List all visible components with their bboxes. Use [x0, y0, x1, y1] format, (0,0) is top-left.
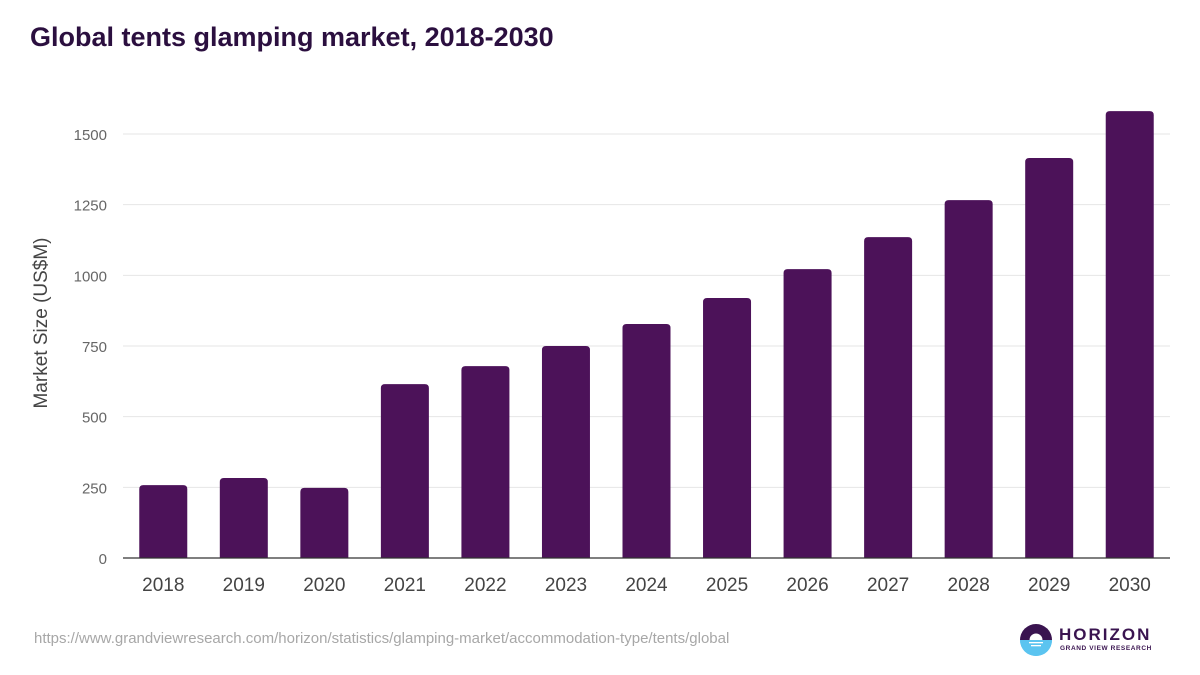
x-tick-label: 2021	[384, 575, 426, 596]
x-tick-label: 2022	[464, 575, 506, 596]
bar-2025[interactable]	[703, 297, 752, 558]
y-tick-label: 0	[99, 551, 107, 568]
x-tick-label: 2020	[303, 575, 345, 596]
chart-title: Global tents glamping market, 2018-2030	[30, 22, 554, 52]
x-tick-label: 2030	[1109, 575, 1151, 596]
horizon-logo: HORIZON GRAND VIEW RESEARCH	[1019, 622, 1159, 658]
bars	[139, 111, 1154, 559]
bar-2029[interactable]	[1025, 158, 1074, 558]
source-url[interactable]: https://www.grandviewresearch.com/horizo…	[34, 630, 730, 647]
logo-subtitle: GRAND VIEW RESEARCH	[1060, 645, 1152, 652]
bar-2023[interactable]	[541, 346, 590, 558]
x-tick-label: 2025	[706, 575, 748, 596]
y-axis-ticks: 0 250 500 750 1000 1250 1500	[74, 127, 107, 568]
logo-name: HORIZON	[1059, 625, 1152, 644]
x-tick-label: 2024	[625, 575, 668, 596]
x-tick-label: 2026	[786, 575, 828, 596]
x-tick-label: 2018	[142, 575, 184, 596]
bar-2030[interactable]	[1105, 111, 1154, 558]
y-tick-label: 250	[82, 480, 107, 497]
x-tick-label: 2029	[1028, 575, 1070, 596]
x-tick-label: 2019	[223, 575, 265, 596]
horizon-logo-icon	[1020, 624, 1052, 656]
y-tick-label: 500	[82, 410, 107, 427]
bar-2027[interactable]	[864, 237, 913, 558]
x-tick-label: 2028	[948, 575, 990, 596]
bar-2026[interactable]	[783, 269, 832, 558]
bar-2019[interactable]	[219, 478, 268, 558]
y-tick-label: 1000	[74, 268, 107, 285]
bar-2028[interactable]	[944, 200, 993, 559]
x-tick-label: 2023	[545, 575, 587, 596]
x-axis-ticks: 2018 2019 2020 2021 2022 2023 2024 2025 2026 2027…	[142, 575, 1151, 596]
bar-2018[interactable]	[139, 485, 188, 558]
y-axis-label: Market Size (US$M)	[31, 237, 52, 408]
bar-2024[interactable]	[622, 323, 671, 558]
y-tick-label: 1250	[74, 198, 107, 215]
x-tick-label: 2027	[867, 575, 909, 596]
bar-2022[interactable]	[461, 366, 510, 558]
bar-2021[interactable]	[380, 384, 429, 558]
y-tick-label: 750	[82, 339, 107, 356]
y-tick-label: 1500	[74, 127, 107, 144]
bar-2020[interactable]	[300, 487, 349, 558]
